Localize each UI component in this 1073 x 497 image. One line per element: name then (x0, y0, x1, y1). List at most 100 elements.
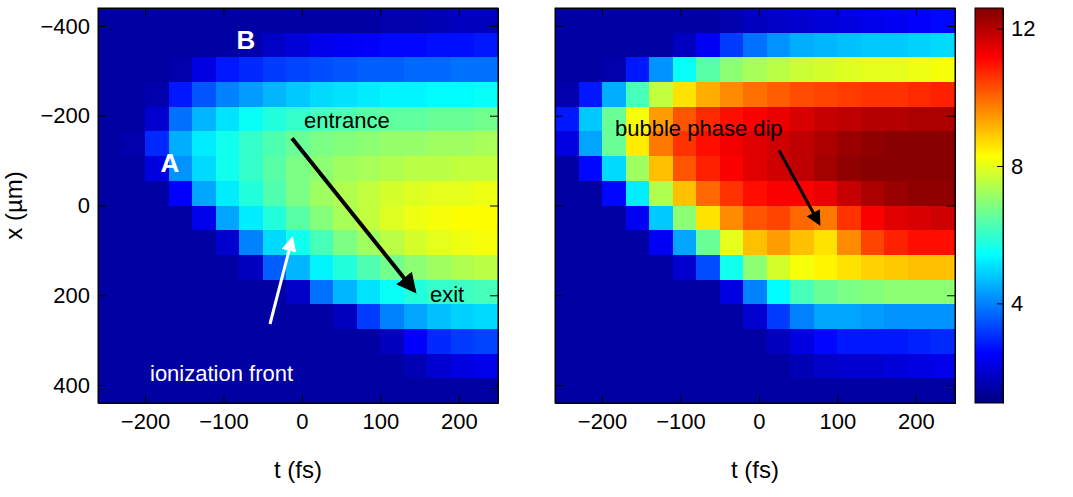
y-tick (555, 206, 563, 207)
heat-cell (790, 280, 814, 305)
heat-cell (216, 181, 240, 206)
heat-cell (814, 304, 838, 329)
cells (98, 8, 498, 403)
cells (555, 8, 955, 403)
heat-cell (626, 230, 650, 255)
x-tick-top (223, 8, 224, 16)
heat-cell (451, 206, 475, 231)
x-tick-mark (302, 8, 303, 16)
heat-cell (239, 255, 263, 280)
heat-cell (357, 280, 381, 305)
heat-cell (555, 181, 579, 206)
heat-cell (555, 329, 579, 354)
heat-cell (649, 8, 673, 33)
x-tick: −100 (656, 395, 706, 434)
y-tick-mark (555, 116, 563, 117)
heat-cell (908, 82, 932, 107)
heat-cell (263, 230, 287, 255)
heat-cell (861, 8, 885, 33)
heat-cell (767, 280, 791, 305)
y-axis-title: x (µm) (0, 171, 27, 239)
x-tick-mark (145, 395, 146, 403)
heat-cell (474, 304, 498, 329)
y-tick-right (947, 295, 955, 296)
heat-cell (404, 255, 428, 280)
heat-cell (404, 304, 428, 329)
heat-cell (192, 206, 216, 231)
heat-cell (122, 329, 146, 354)
y-tick (555, 116, 563, 117)
heat-cell (837, 255, 861, 280)
heat-cell (602, 354, 626, 379)
x-tick-label: −200 (578, 409, 628, 434)
x-tick: −200 (578, 395, 628, 434)
heat-cell (790, 131, 814, 156)
heat-cell (743, 280, 767, 305)
heat-cell (696, 230, 720, 255)
y-tick-mark (947, 295, 955, 296)
annotation: A (161, 148, 180, 178)
heat-cell (814, 82, 838, 107)
y-axis: −400−2000200400 (40, 9, 106, 404)
heat-cell (931, 156, 955, 181)
heat-cell (427, 33, 451, 58)
x-tick: −100 (199, 395, 249, 434)
heat-cell (884, 107, 908, 132)
x-tick-top (380, 8, 381, 16)
heat-cell (427, 82, 451, 107)
heat-cell (169, 181, 193, 206)
heat-cell (333, 8, 357, 33)
y-tick-right (947, 385, 955, 386)
heat-cell (98, 107, 122, 132)
heat-cell (216, 255, 240, 280)
heat-cell (427, 354, 451, 379)
heat-cell (649, 82, 673, 107)
heat-cell (380, 33, 404, 58)
heat-cell (192, 255, 216, 280)
heat-cell (263, 206, 287, 231)
heat-cell (451, 181, 475, 206)
heat-cell (767, 304, 791, 329)
x-tick-mark (680, 395, 681, 403)
heat-cell (908, 378, 932, 403)
y-tick-mark (490, 295, 498, 296)
heat-cell (649, 280, 673, 305)
panel: −200−1000100200−400−2000200400t (fs)x (µ… (0, 8, 499, 483)
heat-cell (404, 230, 428, 255)
heat-cell (673, 304, 697, 329)
x-tick-top (759, 8, 760, 16)
heat-cell (579, 206, 603, 231)
y-tick-label: −200 (40, 103, 90, 128)
heat-cell (720, 354, 744, 379)
x-tick: −200 (121, 395, 171, 434)
heat-cell (333, 57, 357, 82)
heat-cell (333, 329, 357, 354)
heat-cell (333, 354, 357, 379)
heat-cell (380, 156, 404, 181)
heat-cell (216, 82, 240, 107)
heat-cell (602, 304, 626, 329)
x-tick-mark (223, 395, 224, 403)
heat-cell (720, 33, 744, 58)
heat-cell (884, 57, 908, 82)
heat-cell (649, 181, 673, 206)
heat-cell (239, 82, 263, 107)
heat-cell (814, 107, 838, 132)
heat-cell (404, 107, 428, 132)
heat-cell (673, 255, 697, 280)
heat-cell (145, 33, 169, 58)
heat-cell (579, 255, 603, 280)
heat-cell (216, 280, 240, 305)
heat-cell (649, 378, 673, 403)
heat-cell (98, 131, 122, 156)
heat-cell (427, 57, 451, 82)
heat-cell (696, 329, 720, 354)
heat-cell (380, 82, 404, 107)
x-tick-mark (916, 8, 917, 16)
heat-cell (743, 230, 767, 255)
heat-cell (239, 206, 263, 231)
heat-cell (98, 82, 122, 107)
heat-cell (98, 304, 122, 329)
heat-cell (333, 33, 357, 58)
heat-cell (861, 230, 885, 255)
